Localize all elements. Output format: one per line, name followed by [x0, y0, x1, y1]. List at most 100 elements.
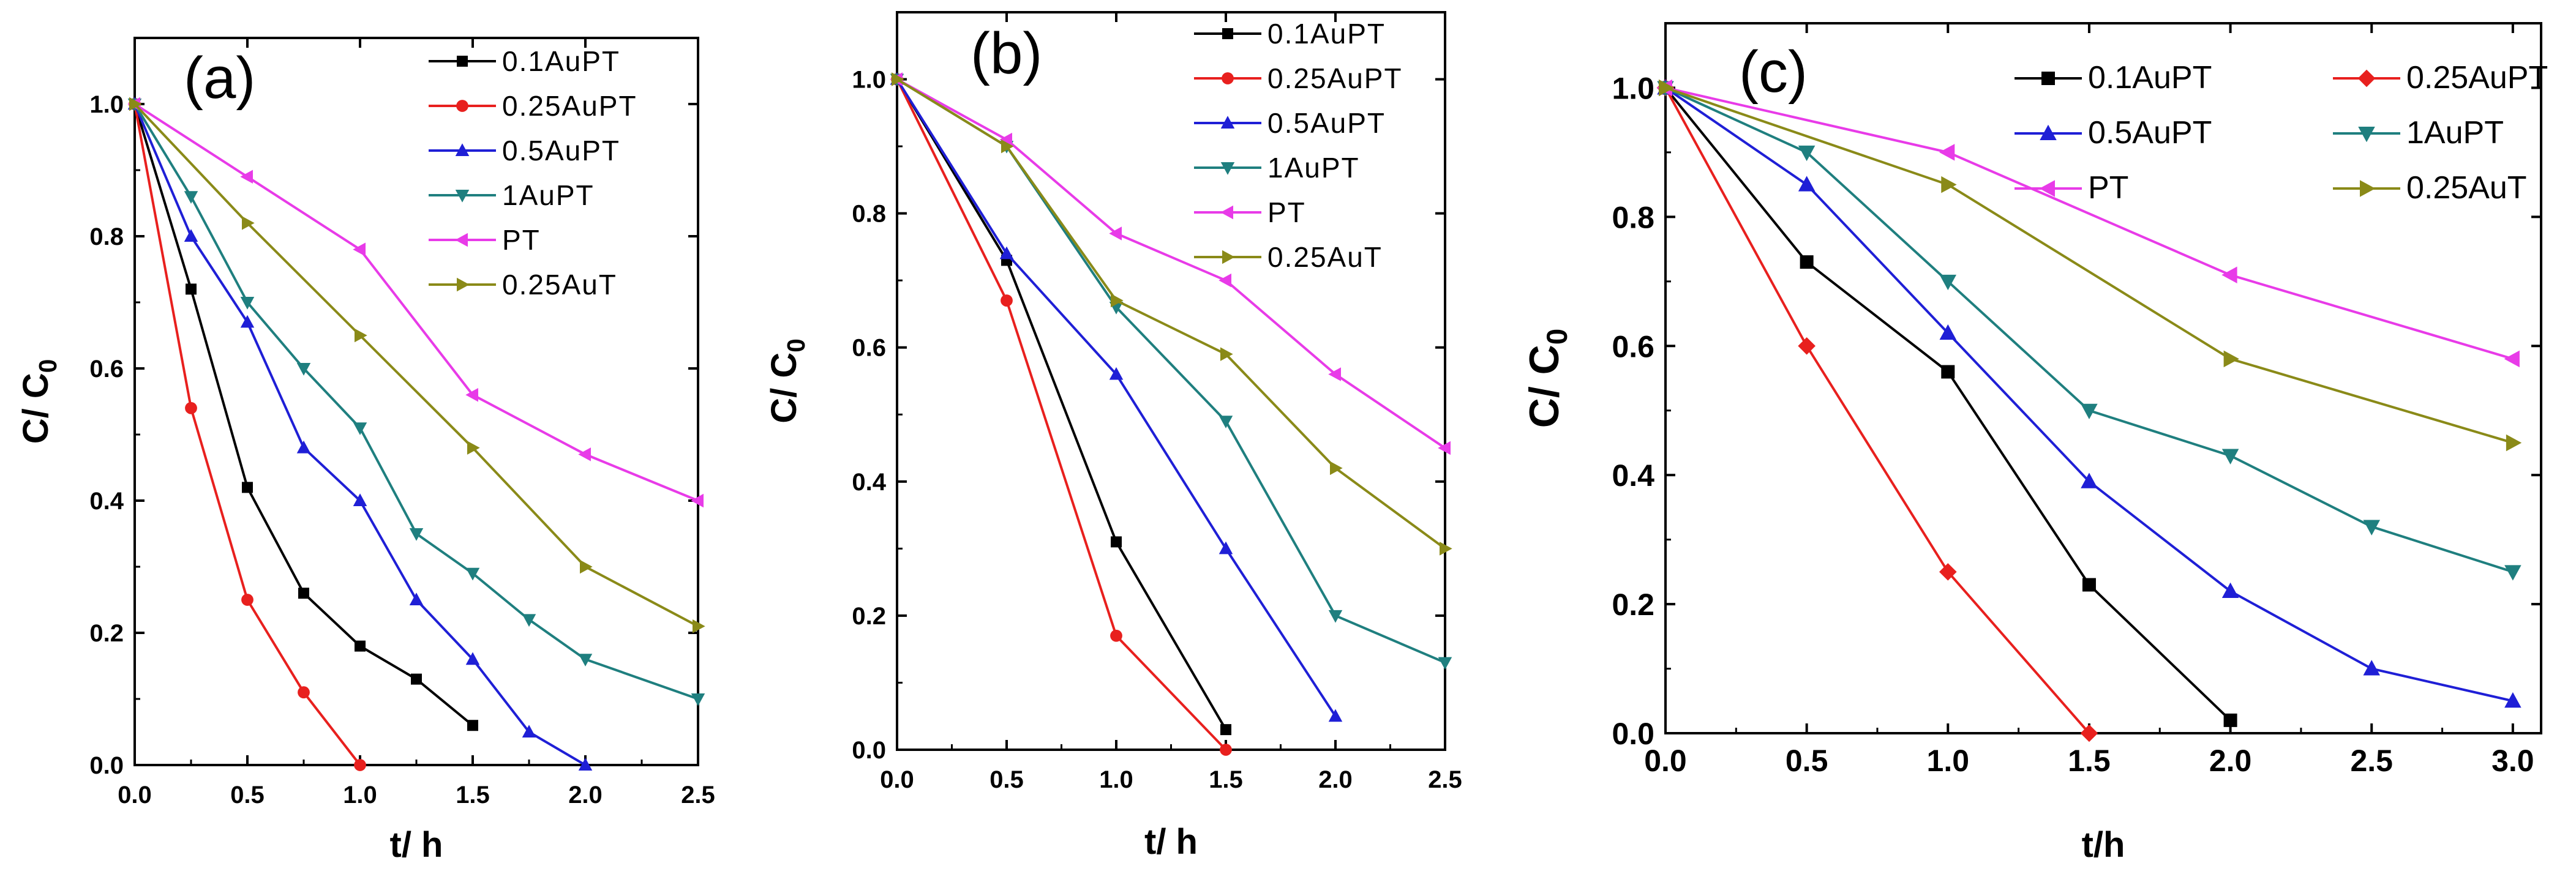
legend-label: 0.25AuPT [1267, 62, 1403, 94]
data-point [296, 363, 311, 376]
y-tick-label: 0.0 [89, 752, 124, 779]
data-point [467, 441, 480, 455]
data-point [693, 619, 705, 633]
legend-item: 1AuPT [429, 179, 593, 211]
series-line [1665, 86, 2514, 573]
x-axis-label: t/ h [390, 825, 443, 865]
data-point [1800, 255, 1814, 269]
series-PT [890, 72, 1451, 455]
y-tick-label: 0.8 [89, 223, 124, 250]
x-tick-label: 3.0 [2492, 744, 2534, 778]
series-line [133, 103, 699, 700]
data-point [184, 229, 198, 242]
y-tick-label: 0.8 [1612, 200, 1654, 234]
data-point [1438, 657, 1452, 670]
legend-label: 0.1AuPT [2088, 60, 2212, 95]
x-tick-label: 0.0 [880, 766, 914, 793]
panel-label: (c) [1739, 39, 1808, 105]
series-PT [1656, 79, 2520, 368]
series-line [896, 78, 1446, 664]
plot-frame [1664, 22, 2542, 734]
data-point [1001, 294, 1013, 307]
x-tick-label: 2.5 [2350, 744, 2393, 778]
x-tick-label: 1.0 [1099, 766, 1133, 793]
legend-label: 0.5AuPT [2088, 115, 2212, 151]
legend-marker [1220, 205, 1233, 220]
data-point [2223, 350, 2239, 368]
data-point [411, 673, 422, 685]
data-point [129, 97, 142, 111]
data-point [354, 759, 366, 771]
y-tick-label: 0.2 [852, 603, 886, 630]
legend-marker [2358, 127, 2375, 143]
series-line [896, 78, 1227, 751]
data-point [241, 594, 253, 606]
x-tick-label: 0.0 [1644, 744, 1687, 778]
legend-item: 0.25AuT [2333, 170, 2527, 206]
series-1AuPT [890, 73, 1452, 670]
data-point [353, 493, 367, 506]
x-tick-label: 2.5 [681, 782, 715, 808]
legend-label: 1AuPT [2406, 115, 2504, 151]
x-tick-label: 1.5 [2068, 744, 2111, 778]
legend-item: 0.1AuPT [429, 45, 619, 77]
data-point [2504, 565, 2522, 581]
y-tick-label: 0.6 [1612, 329, 1654, 364]
x-axis-label: t/ h [1144, 822, 1198, 862]
data-point [1110, 629, 1122, 642]
legend-label: 0.5AuPT [502, 135, 620, 166]
data-point [578, 447, 591, 461]
data-point [1220, 347, 1233, 361]
data-point [1798, 176, 1816, 192]
y-tick-label: 0.6 [852, 335, 886, 362]
y-tick-label: 0.4 [1612, 458, 1654, 493]
legend-label: 0.1AuPT [1267, 18, 1386, 50]
chart-panel-1: 0.0 0.5 1.0 1.5 2.0 2.5 0.0 0.2 0.4 0.6 0.8 1.0 t/ h… [16, 37, 715, 865]
y-axis-label: C/ C0 [764, 338, 810, 424]
series-0.25AuPT [1656, 79, 2098, 742]
data-point [467, 720, 478, 731]
data-point [186, 283, 197, 295]
legend-item: 0.25AuT [1194, 241, 1381, 273]
y-axis-label-subscript: 0 [34, 359, 62, 373]
legend-marker [1222, 72, 1234, 84]
legend-label: 0.5AuPT [1267, 107, 1386, 139]
data-point [298, 588, 309, 599]
legend-item: 0.1AuPT [1194, 18, 1386, 50]
series-line [1665, 86, 2514, 360]
data-point [296, 440, 311, 454]
y-axis-label: C/ C0 [1521, 329, 1574, 428]
data-point [1111, 293, 1124, 308]
legend-item: PT [2015, 170, 2128, 206]
series-PT [127, 97, 704, 508]
data-point [1941, 176, 1957, 193]
data-point [409, 592, 424, 605]
data-point [2363, 520, 2380, 536]
y-tick-label: 0.4 [852, 469, 886, 496]
data-point [240, 315, 255, 328]
legend-marker [2039, 180, 2055, 197]
data-point [1659, 79, 1675, 97]
data-point [409, 528, 424, 541]
x-tick-label: 2.0 [568, 782, 603, 808]
data-point [1219, 541, 1233, 555]
data-point [353, 422, 367, 435]
data-point [578, 654, 593, 667]
x-tick-label: 2.0 [1318, 766, 1353, 793]
legend-label: 0.25AuT [2406, 170, 2527, 206]
data-point [465, 387, 478, 402]
legend-marker [455, 190, 470, 203]
legend-item: 0.25AuPT [1194, 62, 1403, 94]
series-0.5AuPT [890, 72, 1343, 722]
y-tick-label: 0.0 [1612, 717, 1654, 751]
legend-item: 0.25AuPT [2333, 60, 2548, 95]
legend-marker [457, 277, 470, 292]
legend-item: 0.1AuPT [2015, 60, 2212, 95]
data-point [1328, 610, 1343, 623]
legend-item: 0.5AuPT [2015, 115, 2212, 151]
data-point [691, 493, 704, 508]
y-tick-label: 0.2 [89, 620, 124, 647]
x-tick-label: 2.0 [2209, 744, 2252, 778]
y-tick-label: 0.2 [1612, 588, 1654, 622]
panel-label: (b) [971, 21, 1042, 86]
